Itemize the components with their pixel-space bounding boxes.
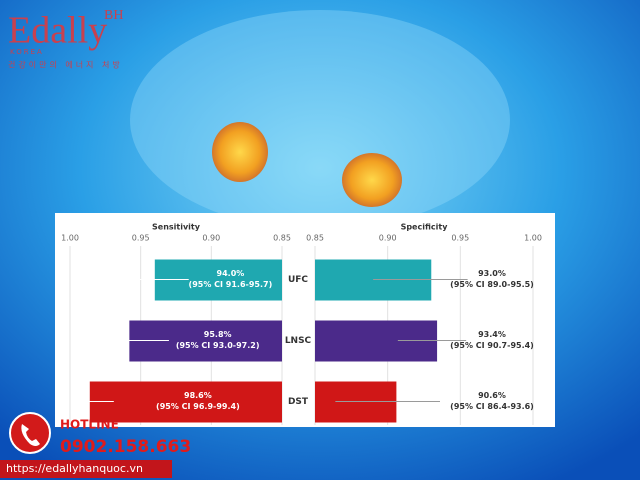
panel-title: Sensitivity [152,223,201,232]
value-label: 93.0% [478,269,506,278]
value-label: 95.8% [204,330,232,339]
value-label: 98.6% [184,391,212,400]
value-label: 93.4% [478,330,506,339]
x-tick-label: 0.90 [202,234,220,243]
category-label: UFC [288,275,308,285]
ci-label: (95% CI 86.4-93.6) [450,402,534,411]
x-tick-label: 0.85 [273,234,291,243]
x-tick-label: 0.95 [451,234,469,243]
ci-label: (95% CI 91.6-95.7) [189,280,273,289]
category-label: DST [288,397,309,407]
x-tick-label: 1.00 [524,234,542,243]
value-label: 94.0% [217,269,245,278]
logo-badge: BH [104,8,123,23]
value-label: 90.6% [478,391,506,400]
category-label: LNSC [285,336,312,346]
bar [89,381,282,423]
adrenal-tumor [342,153,402,207]
organ-shape [130,10,510,230]
ci-label: (95% CI 93.0-97.2) [176,341,260,350]
ci-label: (95% CI 90.7-95.4) [450,341,534,350]
x-tick-label: 1.00 [61,234,79,243]
panel-title: Specificity [401,223,449,232]
logo-tagline: 건강이만의 에너지 처방 [8,60,123,70]
website-url[interactable]: https://edallyhanquoc.vn [6,462,143,475]
x-tick-label: 0.85 [306,234,324,243]
x-tick-label: 0.95 [132,234,150,243]
ci-label: (95% CI 89.0-95.5) [450,280,534,289]
phone-icon [9,412,51,454]
adrenal-tumor [212,122,268,182]
x-tick-label: 0.90 [379,234,397,243]
url-bar [0,460,172,478]
logo-country: KOREA [10,48,44,56]
hotline-phone: 0902.158.663 [60,437,191,457]
ci-label: (95% CI 96.9-99.4) [156,402,240,411]
logo-name: Edally [8,10,107,52]
phone-glyph [21,424,40,446]
